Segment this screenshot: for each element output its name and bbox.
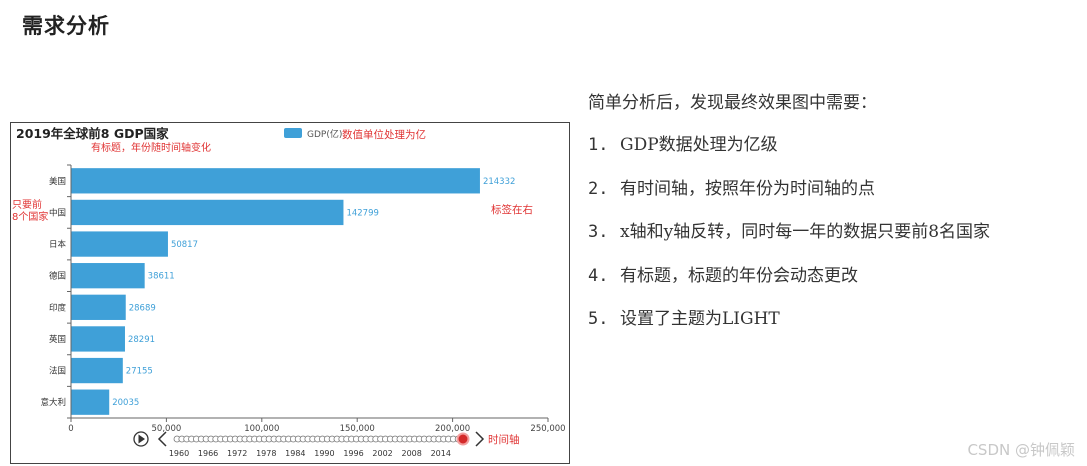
requirement-number: 2. (588, 178, 609, 199)
timeline-label: 1960 (169, 449, 189, 458)
y-tick-label: 印度 (49, 302, 67, 313)
requirement-text: 有时间轴，按照年份为时间轴的点 (620, 178, 875, 199)
y-tick-label: 意大利 (40, 397, 66, 408)
prev-chevron-icon[interactable] (157, 431, 167, 447)
requirement-number: 4. (588, 265, 609, 286)
y-tick-label: 德国 (49, 271, 66, 282)
requirement-item: 3. x轴和y轴反转，同时每一年的数据只要前8名国家 (588, 219, 990, 263)
timeline-label: 1972 (227, 449, 247, 458)
requirement-text: GDP数据处理为亿级 (620, 135, 778, 155)
bar (71, 231, 168, 257)
requirement-item: 5. 设置了主题为LIGHT (588, 306, 990, 350)
data-label: 28689 (129, 303, 156, 313)
requirement-item: 2. 有时间轴，按照年份为时间轴的点 (588, 176, 990, 220)
requirement-item: 1. GDP数据处理为亿级 (588, 132, 990, 176)
y-tick-label: 美国 (49, 176, 66, 187)
data-label: 50817 (171, 240, 198, 250)
timeline: 1960 1966 1972 1978 1984 1990 1996 2002 2008 2014… (133, 431, 520, 458)
play-icon (138, 434, 145, 444)
requirement-text: 有标题，标题的年份会动态更改 (620, 265, 858, 286)
gdp-bar-chart: 2019年全球前8 GDP国家 有标题，年份随时间轴变化 GDP(亿) 数值单位… (12, 126, 566, 458)
requirement-item: 4. 有标题，标题的年份会动态更改 (588, 263, 990, 307)
y-tick-label: 法国 (49, 366, 66, 377)
annotation-label-note: 标签在右 (491, 203, 533, 216)
bar (71, 326, 125, 352)
annotation-title-note: 有标题，年份随时间轴变化 (91, 141, 211, 154)
requirement-number: 1. (588, 135, 609, 155)
y-tick-label: 日本 (49, 239, 67, 250)
bar (71, 357, 123, 384)
timeline-label: 2002 (372, 449, 392, 458)
data-label: 27155 (126, 367, 153, 377)
bar (71, 199, 344, 226)
bar (71, 263, 145, 289)
requirement-number: 3. (588, 222, 609, 242)
bar-group: 214332 142799 50817 38611 28689 28291 27155 200… (71, 168, 515, 415)
annotation-unit-note: 数值单位处理为亿 (342, 128, 426, 141)
x-tick-label: 150,000 (340, 424, 375, 434)
timeline-label: 1984 (285, 449, 305, 458)
x-tick-label: 200,000 (435, 424, 470, 434)
watermark: CSDN @钟佩颖 (967, 441, 1075, 459)
data-label: 142799 (346, 208, 378, 218)
bar (71, 168, 480, 194)
data-label: 214332 (483, 177, 515, 187)
x-tick-label: 50,000 (152, 424, 182, 434)
timeline-label: 2014 (431, 449, 451, 458)
timeline-label: 1978 (256, 449, 276, 458)
bar (71, 294, 126, 320)
chart-title: 2019年全球前8 GDP国家 (16, 126, 169, 141)
timeline-current-point[interactable] (456, 432, 470, 446)
y-tick-label: 英国 (49, 334, 66, 345)
annotation-top8-note-line1: 只要前 (12, 198, 42, 211)
requirements-list: 1. GDP数据处理为亿级 2. 有时间轴，按照年份为时间轴的点 3. x轴和y轴反转… (588, 132, 990, 350)
bar (71, 389, 110, 415)
data-label: 20035 (112, 398, 139, 408)
x-tick-label: 100,000 (244, 424, 279, 434)
legend-label[interactable]: GDP(亿) (307, 128, 342, 140)
legend-swatch[interactable] (284, 128, 302, 138)
page-heading: 需求分析 (22, 13, 110, 38)
x-tick-label: 250,000 (530, 424, 565, 434)
next-chevron-icon[interactable] (475, 431, 485, 447)
requirements-intro: 简单分析后，发现最终效果图中需要： (588, 93, 877, 113)
timeline-label: 1996 (343, 449, 363, 458)
data-label: 38611 (148, 272, 175, 282)
annotation-top8-note-line2: 8个国家 (12, 210, 48, 223)
y-tick-label: 中国 (49, 207, 66, 218)
requirement-number: 5. (588, 309, 609, 329)
requirement-text: x轴和y轴反转，同时每一年的数据只要前8名国家 (620, 222, 991, 242)
timeline-label: 2008 (401, 449, 421, 458)
data-label: 28291 (128, 335, 155, 345)
chart-figure: 2019年全球前8 GDP国家 有标题，年份随时间轴变化 GDP(亿) 数值单位… (10, 122, 570, 464)
x-tick-label: 0 (68, 424, 73, 434)
play-button[interactable] (133, 431, 149, 447)
requirement-text: 设置了主题为LIGHT (620, 309, 780, 329)
timeline-label: 1966 (198, 449, 218, 458)
timeline-label: 1990 (314, 449, 334, 458)
annotation-timeline-note: 时间轴 (488, 433, 520, 446)
